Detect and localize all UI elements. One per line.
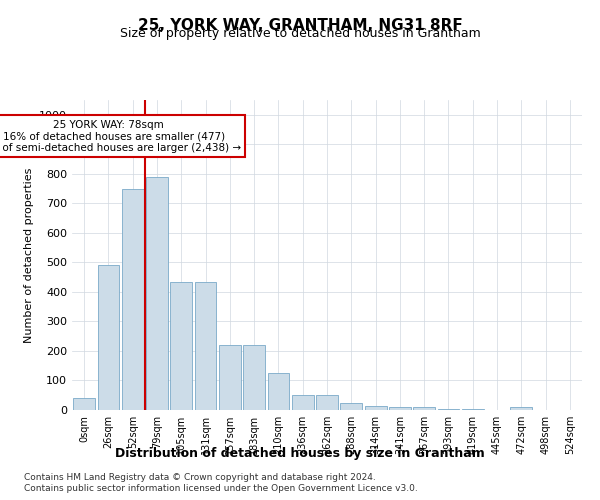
- Text: Contains HM Land Registry data © Crown copyright and database right 2024.: Contains HM Land Registry data © Crown c…: [24, 472, 376, 482]
- Bar: [170, 282, 192, 410]
- Bar: [73, 398, 95, 410]
- Text: 25 YORK WAY: 78sqm
← 16% of detached houses are smaller (477)
83% of semi-detach: 25 YORK WAY: 78sqm ← 16% of detached hou…: [0, 120, 241, 153]
- Bar: [437, 408, 460, 410]
- Bar: [413, 407, 435, 410]
- Text: Contains public sector information licensed under the Open Government Licence v3: Contains public sector information licen…: [24, 484, 418, 493]
- Bar: [462, 408, 484, 410]
- Bar: [511, 407, 532, 410]
- Bar: [340, 402, 362, 410]
- Bar: [146, 177, 168, 410]
- Bar: [194, 282, 217, 410]
- Text: Size of property relative to detached houses in Grantham: Size of property relative to detached ho…: [119, 28, 481, 40]
- Y-axis label: Number of detached properties: Number of detached properties: [23, 168, 34, 342]
- Bar: [243, 345, 265, 410]
- Bar: [219, 345, 241, 410]
- Bar: [316, 395, 338, 410]
- Text: 25, YORK WAY, GRANTHAM, NG31 8RF: 25, YORK WAY, GRANTHAM, NG31 8RF: [137, 18, 463, 32]
- Text: Distribution of detached houses by size in Grantham: Distribution of detached houses by size …: [115, 448, 485, 460]
- Bar: [97, 266, 119, 410]
- Bar: [292, 395, 314, 410]
- Bar: [122, 188, 143, 410]
- Bar: [365, 406, 386, 410]
- Bar: [389, 407, 411, 410]
- Bar: [268, 373, 289, 410]
